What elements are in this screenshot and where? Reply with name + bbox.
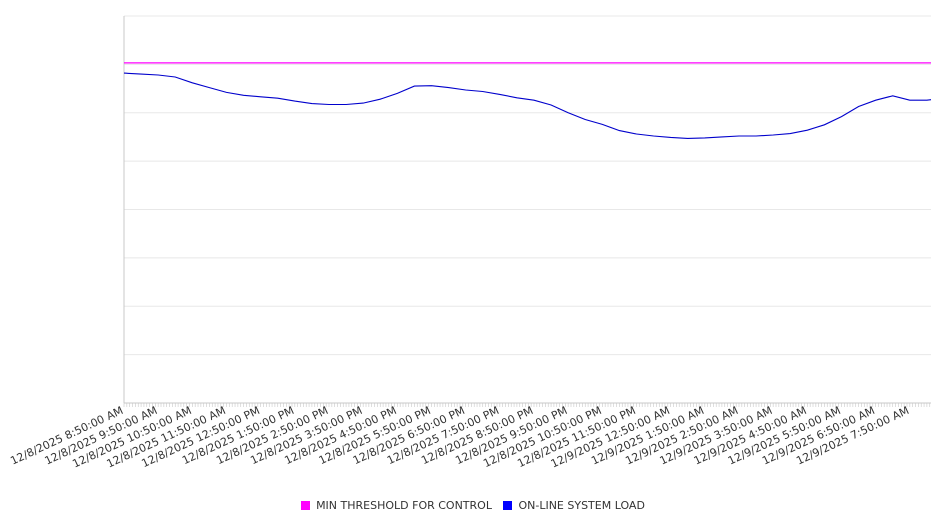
legend-label-threshold: MIN THRESHOLD FOR CONTROL (316, 499, 492, 512)
legend: MIN THRESHOLD FOR CONTROL ON-LINE SYSTEM… (0, 499, 946, 513)
legend-swatch-threshold (301, 501, 311, 510)
legend-item-load[interactable]: ON-LINE SYSTEM LOAD (503, 499, 645, 512)
system-load-line (123, 72, 932, 139)
legend-swatch-load (503, 501, 513, 510)
legend-item-threshold[interactable]: MIN THRESHOLD FOR CONTROL (301, 499, 492, 512)
legend-label-load: ON-LINE SYSTEM LOAD (518, 499, 645, 512)
